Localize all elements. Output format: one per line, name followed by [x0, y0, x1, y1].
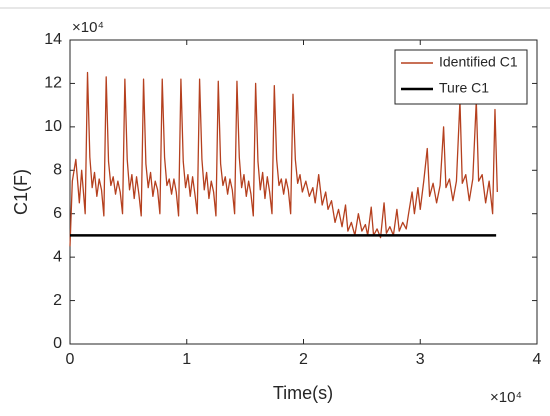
series-line	[69, 71, 498, 247]
y-axis-label: C1(F)	[11, 169, 31, 215]
legend-box	[394, 49, 528, 105]
x-axis-label: Time(s)	[273, 383, 333, 403]
x-tick-label: 4	[533, 351, 542, 368]
y-tick-label: 10	[44, 118, 62, 135]
legend-label: Ture C1	[439, 80, 489, 96]
y-tick-label: 6	[53, 205, 62, 222]
y-tick-label: 8	[53, 162, 62, 179]
x-multiplier: ×10⁴	[490, 389, 522, 406]
y-tick-label: 4	[53, 248, 62, 265]
y-tick-label: 2	[53, 292, 62, 309]
y-multiplier: ×10⁴	[72, 19, 104, 36]
y-tick-label: 12	[44, 75, 62, 92]
legend-label: Identified C1	[439, 54, 518, 70]
x-tick-label: 2	[299, 351, 308, 368]
x-tick-label: 0	[66, 351, 75, 368]
y-tick-label: 0	[53, 335, 62, 352]
y-tick-label: 14	[44, 31, 62, 48]
x-tick-label: 1	[182, 351, 191, 368]
x-tick-label: 3	[416, 351, 425, 368]
